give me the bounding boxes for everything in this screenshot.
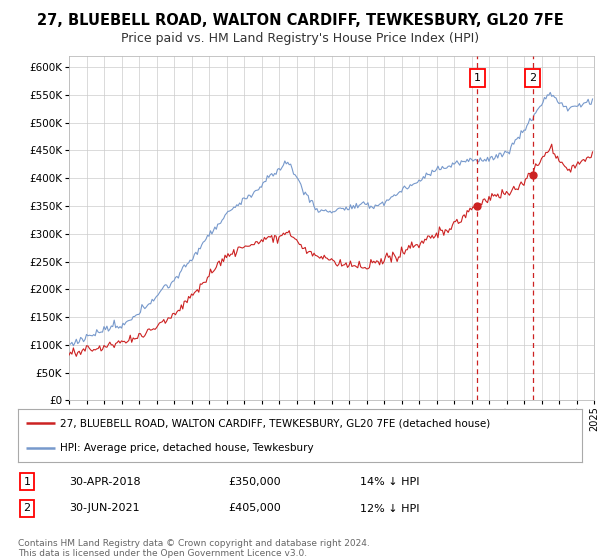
Text: 14% ↓ HPI: 14% ↓ HPI [360,477,419,487]
Text: 27, BLUEBELL ROAD, WALTON CARDIFF, TEWKESBURY, GL20 7FE: 27, BLUEBELL ROAD, WALTON CARDIFF, TEWKE… [37,13,563,28]
Text: 1: 1 [474,73,481,83]
Text: Contains HM Land Registry data © Crown copyright and database right 2024.
This d: Contains HM Land Registry data © Crown c… [18,539,370,558]
Text: 1: 1 [23,477,31,487]
Text: 30-APR-2018: 30-APR-2018 [69,477,140,487]
Text: Price paid vs. HM Land Registry's House Price Index (HPI): Price paid vs. HM Land Registry's House … [121,32,479,45]
Text: 12% ↓ HPI: 12% ↓ HPI [360,503,419,514]
Text: HPI: Average price, detached house, Tewkesbury: HPI: Average price, detached house, Tewk… [60,442,314,452]
Text: 30-JUN-2021: 30-JUN-2021 [69,503,140,514]
Text: 2: 2 [529,73,536,83]
Text: £405,000: £405,000 [228,503,281,514]
Text: 27, BLUEBELL ROAD, WALTON CARDIFF, TEWKESBURY, GL20 7FE (detached house): 27, BLUEBELL ROAD, WALTON CARDIFF, TEWKE… [60,418,491,428]
Text: 2: 2 [23,503,31,514]
Text: £350,000: £350,000 [228,477,281,487]
